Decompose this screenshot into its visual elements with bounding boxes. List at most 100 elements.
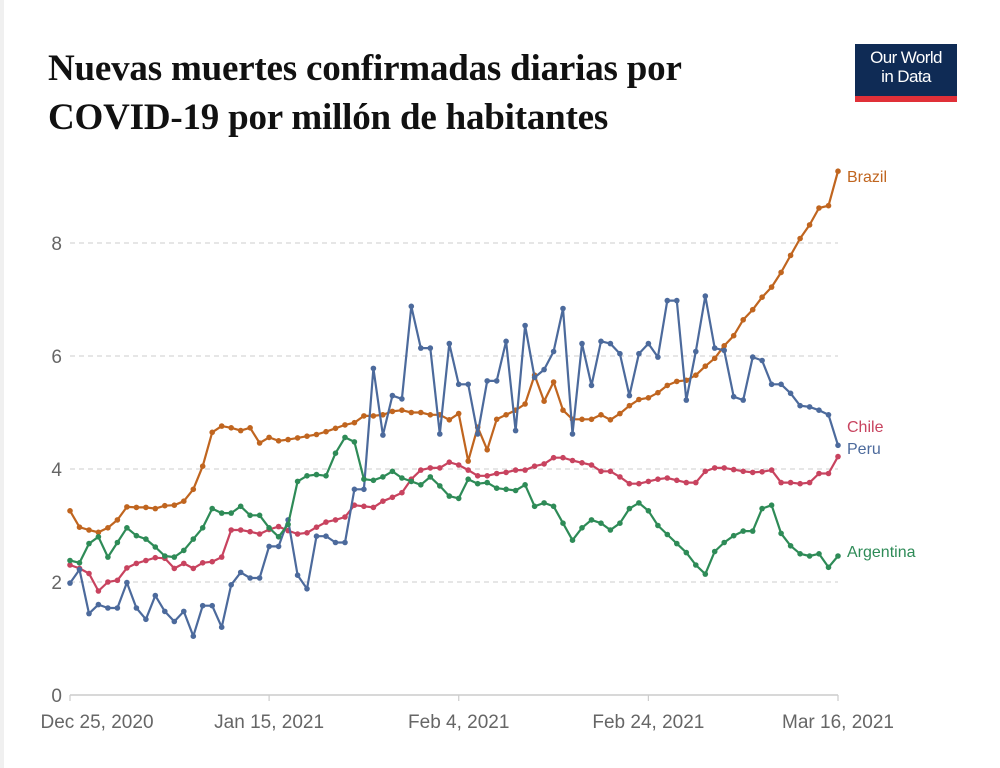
- data-point: [389, 494, 396, 501]
- data-point: [541, 500, 547, 506]
- chart-title-line-2: COVID-19 por millón de habitantes: [48, 97, 609, 138]
- data-point: [67, 580, 73, 586]
- data-point: [702, 293, 709, 299]
- data-point: [152, 592, 159, 599]
- data-point: [825, 412, 832, 418]
- data-point: [247, 425, 253, 431]
- data-point: [455, 462, 462, 468]
- data-point: [636, 480, 642, 487]
- data-point: [237, 503, 244, 510]
- data-point: [143, 616, 149, 623]
- data-point: [437, 465, 443, 471]
- data-point: [181, 498, 187, 505]
- data-point: [484, 447, 491, 453]
- series-line-brazil: [69, 170, 840, 534]
- data-point: [304, 530, 310, 536]
- data-point: [446, 493, 453, 499]
- data-point: [835, 553, 841, 559]
- data-point: [730, 466, 737, 473]
- data-point: [275, 534, 282, 540]
- data-point: [427, 465, 434, 471]
- data-point: [171, 502, 178, 509]
- data-point: [313, 431, 320, 438]
- data-point: [787, 252, 794, 259]
- data-point: [427, 412, 434, 418]
- data-point: [465, 381, 472, 388]
- data-point: [465, 467, 472, 473]
- data-point: [683, 479, 690, 486]
- data-point: [730, 532, 737, 539]
- chart-title-line-1: Nuevas muertes confirmadas diarias por: [48, 48, 682, 89]
- y-tick-label: 6: [51, 347, 62, 368]
- data-point: [626, 505, 633, 512]
- data-point: [294, 572, 301, 578]
- series-argentina: [67, 434, 841, 577]
- data-point: [190, 633, 197, 639]
- data-point: [332, 425, 339, 432]
- data-point: [835, 168, 841, 174]
- data-point: [294, 531, 301, 537]
- data-point: [114, 539, 121, 546]
- data-point: [636, 350, 642, 357]
- data-point: [323, 533, 329, 539]
- data-point: [446, 340, 453, 347]
- data-point: [209, 505, 215, 512]
- data-point: [218, 510, 225, 516]
- data-point: [67, 508, 73, 514]
- data-point: [351, 439, 358, 445]
- owid-logo[interactable]: Our World in Data: [855, 44, 957, 102]
- data-point: [266, 434, 272, 441]
- data-point: [740, 528, 746, 534]
- data-point: [313, 524, 320, 530]
- data-point: [693, 372, 699, 379]
- data-point: [797, 402, 803, 409]
- data-point: [645, 395, 652, 401]
- data-point: [181, 560, 187, 567]
- data-point: [531, 503, 538, 510]
- data-point: [190, 536, 197, 542]
- data-point: [721, 347, 727, 354]
- y-tick-label: 8: [51, 234, 62, 255]
- data-point: [162, 553, 168, 559]
- data-point: [579, 416, 585, 423]
- data-point: [778, 530, 784, 537]
- data-point: [76, 560, 83, 566]
- data-point: [550, 379, 557, 385]
- data-point: [275, 438, 282, 444]
- data-point: [323, 428, 329, 435]
- data-point: [787, 390, 794, 397]
- data-point: [294, 478, 301, 485]
- data-point: [617, 350, 623, 357]
- data-point: [768, 467, 775, 473]
- data-point: [455, 410, 462, 417]
- data-point: [512, 467, 519, 473]
- data-point: [190, 565, 197, 572]
- data-point: [816, 551, 822, 557]
- data-point: [512, 427, 519, 434]
- data-point: [256, 512, 263, 519]
- data-point: [370, 413, 377, 419]
- data-point: [427, 474, 434, 480]
- data-point: [598, 412, 604, 418]
- data-point: [674, 297, 680, 304]
- x-tick-label: Feb 24, 2021: [592, 712, 704, 733]
- data-point: [218, 554, 225, 560]
- data-point: [237, 569, 244, 576]
- data-point: [95, 534, 102, 540]
- data-point: [105, 605, 111, 611]
- data-point: [162, 502, 168, 509]
- data-point: [399, 396, 405, 402]
- data-point: [95, 601, 102, 608]
- data-point: [351, 502, 358, 509]
- data-point: [114, 577, 121, 584]
- data-point: [778, 381, 784, 388]
- data-point: [256, 440, 263, 446]
- data-point: [636, 500, 642, 506]
- data-point: [351, 419, 358, 426]
- data-point: [124, 565, 130, 571]
- data-point: [408, 409, 415, 416]
- data-point: [332, 450, 339, 457]
- data-point: [304, 433, 310, 440]
- data-point: [76, 524, 83, 530]
- data-point: [550, 503, 557, 510]
